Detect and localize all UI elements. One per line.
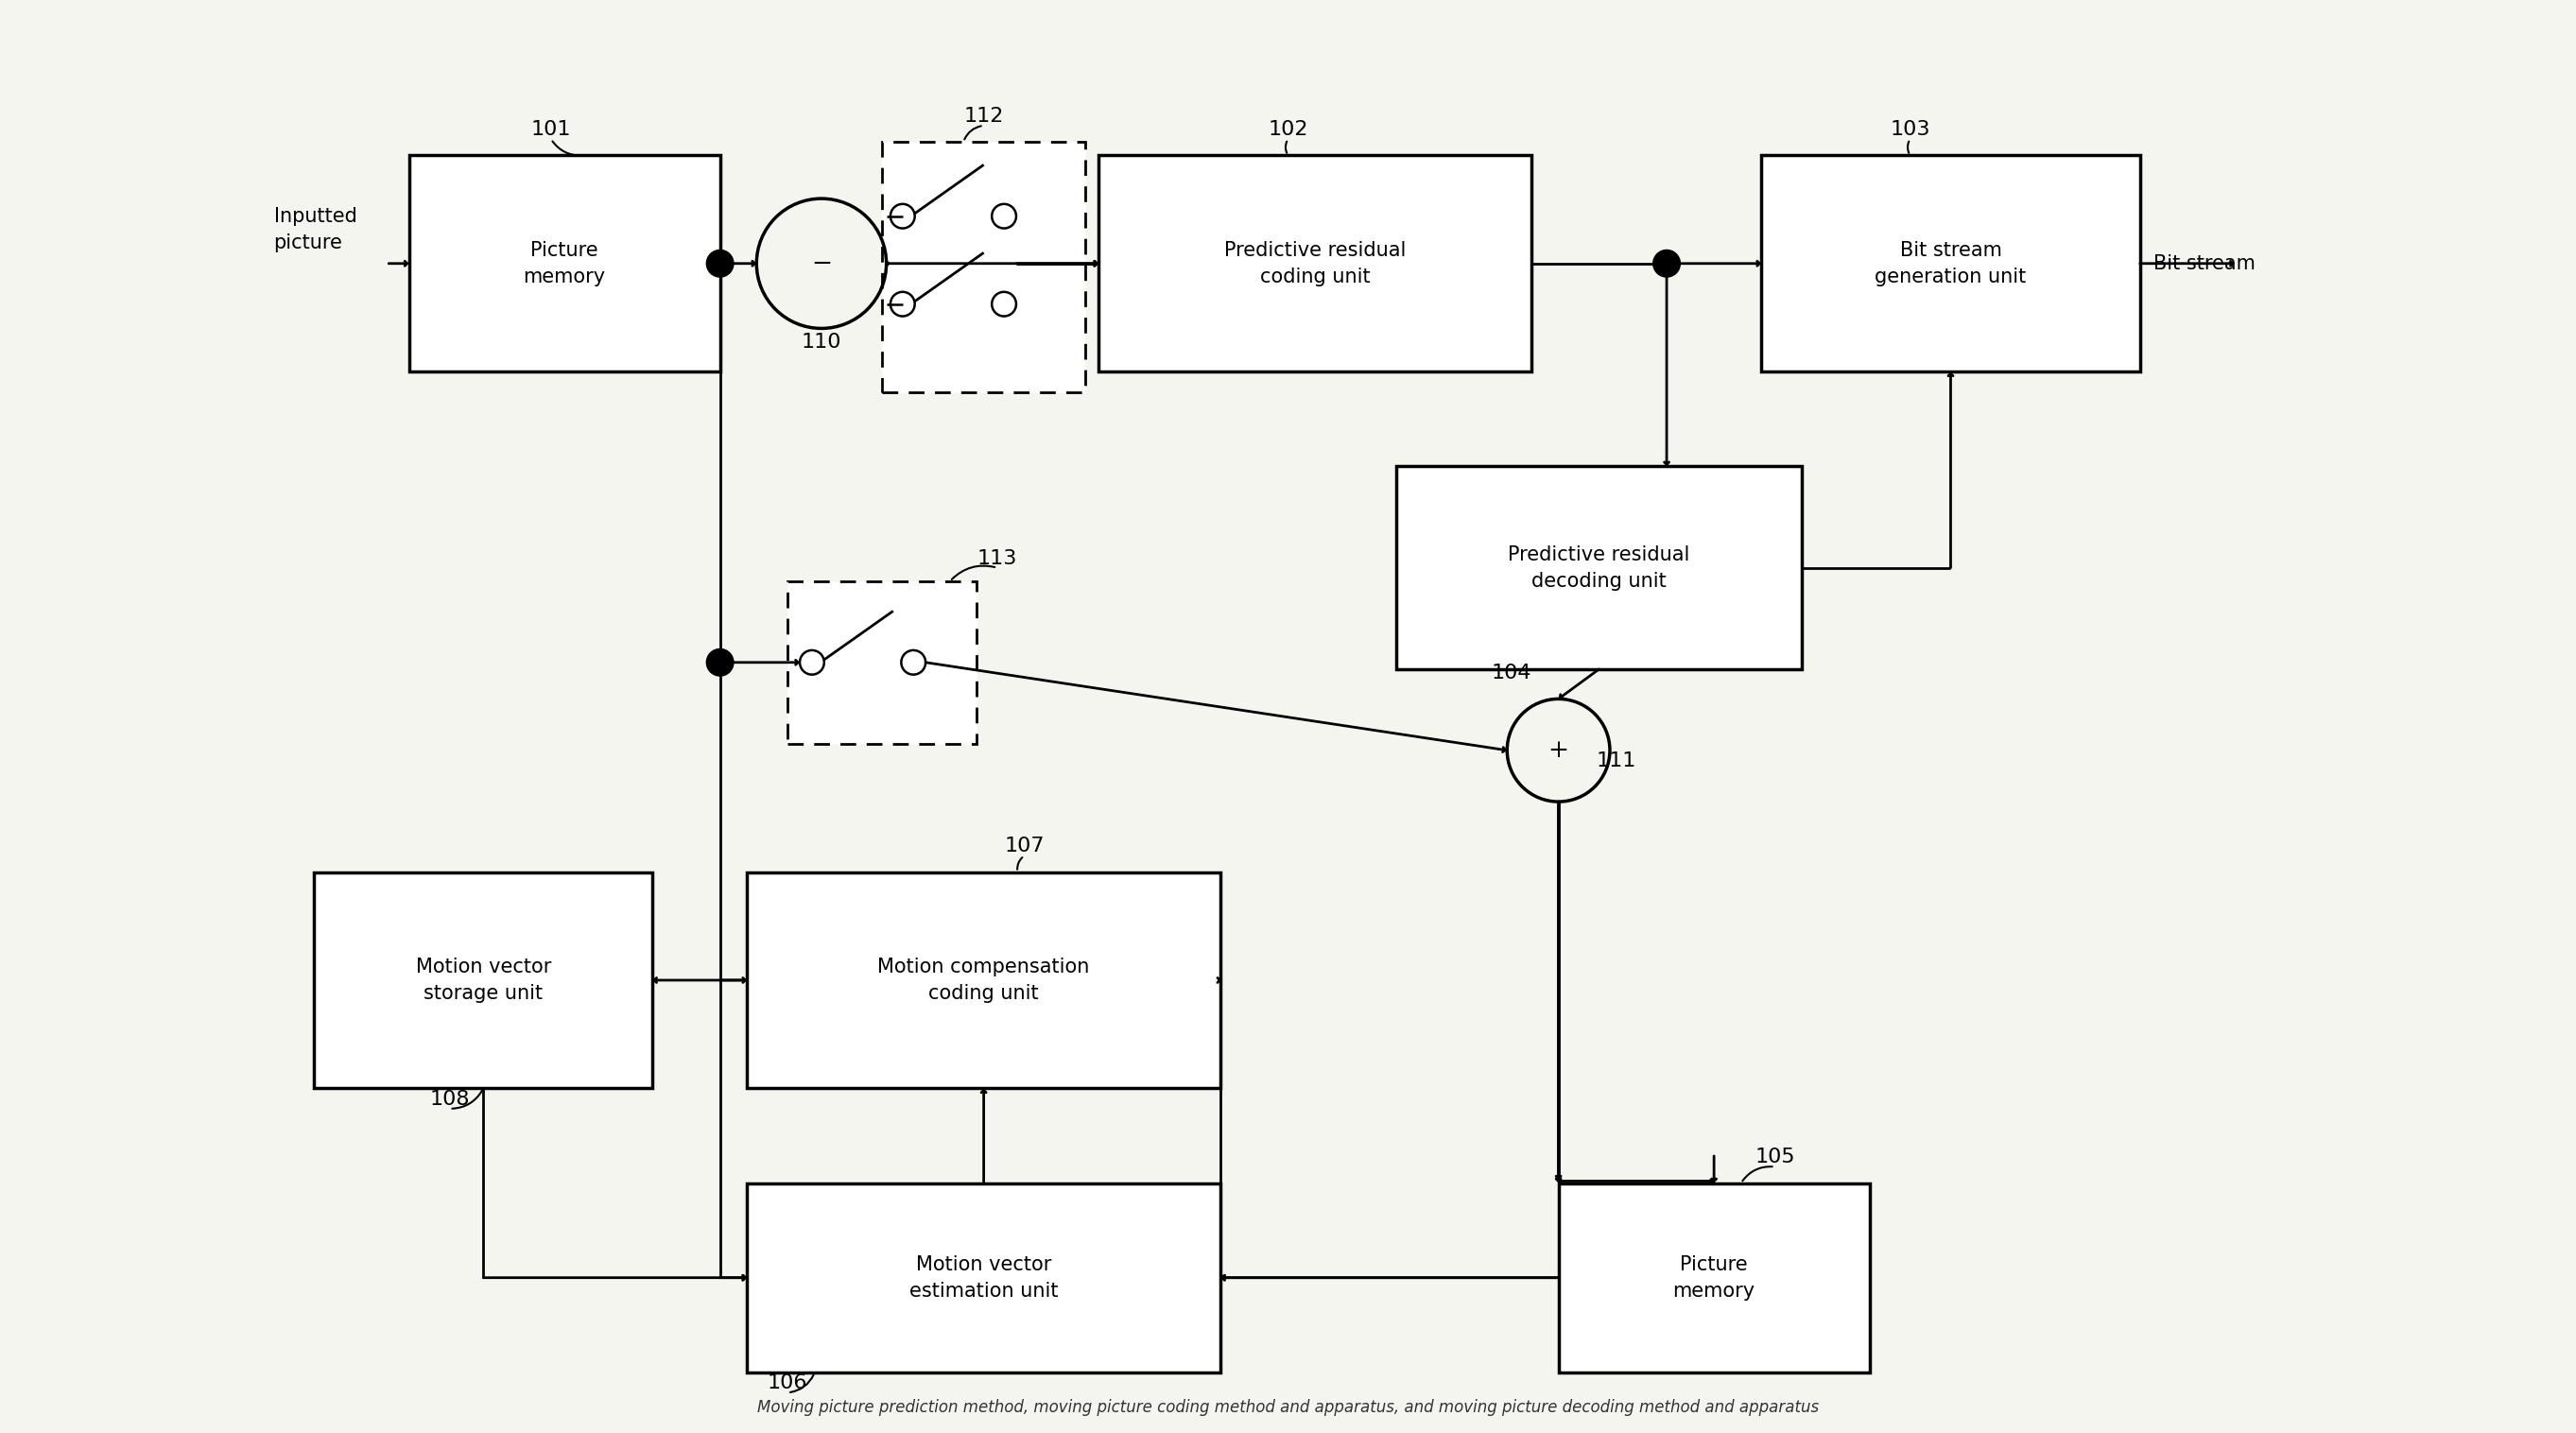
Text: Bit stream
generation unit: Bit stream generation unit [1875,241,2027,287]
Bar [314,873,652,1089]
Text: Moving picture prediction method, moving picture coding method and apparatus, an: Moving picture prediction method, moving… [757,1399,1819,1416]
Bar [788,582,976,744]
Text: 110: 110 [801,332,842,351]
Bar [884,142,1084,393]
Circle shape [706,649,734,676]
Text: 104: 104 [1492,663,1530,682]
Text: Bit stream: Bit stream [2154,254,2257,272]
Text: 101: 101 [531,120,572,139]
Text: Predictive residual
coding unit: Predictive residual coding unit [1224,241,1406,287]
Text: 106: 106 [768,1374,809,1393]
Bar [1100,155,1530,371]
Text: 103: 103 [1891,120,1929,139]
Text: +: + [1548,738,1569,762]
Bar [410,155,721,371]
Bar [1396,466,1801,669]
Text: 112: 112 [963,106,1005,126]
Bar [1762,155,2141,371]
Bar [747,1184,1221,1373]
Bar [747,873,1221,1089]
Text: 108: 108 [430,1089,469,1109]
Text: Picture
memory: Picture memory [1672,1255,1754,1300]
Text: −: − [811,252,832,275]
Text: Motion compensation
coding unit: Motion compensation coding unit [878,957,1090,1003]
Text: 113: 113 [976,549,1018,567]
Circle shape [706,249,734,277]
Text: 105: 105 [1754,1148,1795,1166]
Text: 111: 111 [1597,752,1636,771]
Circle shape [1654,249,1680,277]
Text: Predictive residual
decoding unit: Predictive residual decoding unit [1507,545,1690,590]
Bar [1558,1184,1870,1373]
Text: Motion vector
estimation unit: Motion vector estimation unit [909,1255,1059,1300]
Text: Inputted
picture: Inputted picture [273,206,358,252]
Text: Picture
memory: Picture memory [523,241,605,287]
Text: Motion vector
storage unit: Motion vector storage unit [415,957,551,1003]
Text: 102: 102 [1267,120,1309,139]
Text: 107: 107 [1005,837,1043,856]
